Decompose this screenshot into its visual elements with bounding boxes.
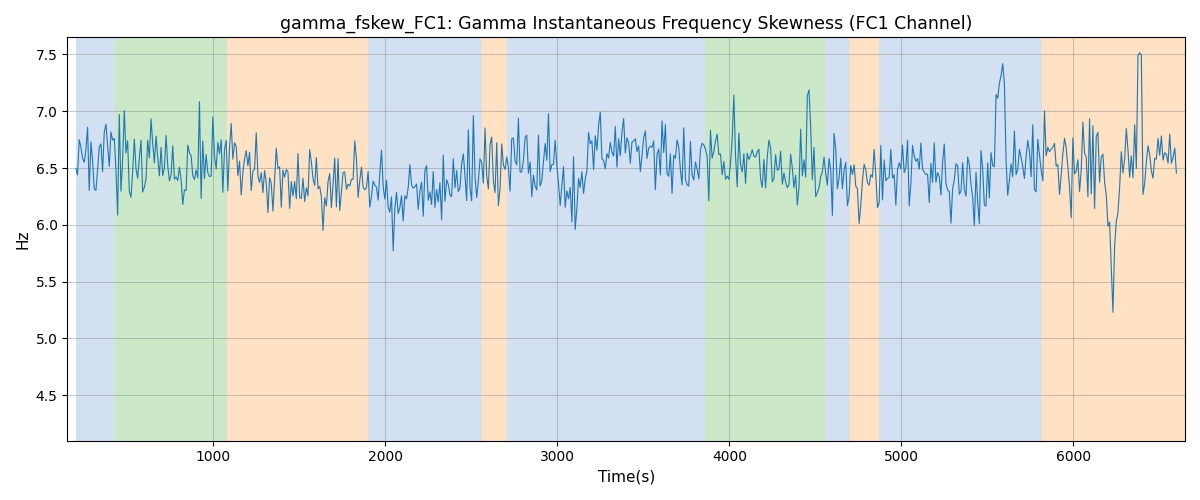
Bar [706,38,826,440]
Bar [368,38,481,440]
Bar [826,38,850,440]
Bar [508,38,674,440]
Bar [481,38,508,440]
Bar [878,38,1043,440]
Bar [227,38,368,440]
Bar [1043,38,1186,440]
Bar [850,38,878,440]
X-axis label: Time(s): Time(s) [598,470,655,485]
Y-axis label: Hz: Hz [16,230,30,249]
Bar [115,38,227,440]
Title: gamma_fskew_FC1: Gamma Instantaneous Frequency Skewness (FC1 Channel): gamma_fskew_FC1: Gamma Instantaneous Fre… [280,15,972,34]
Bar [76,38,115,440]
Bar [674,38,706,440]
